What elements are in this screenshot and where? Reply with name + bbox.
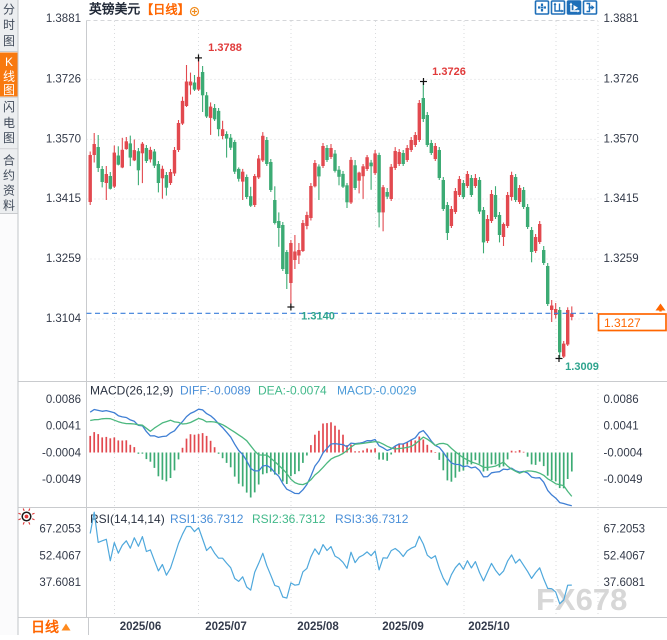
svg-text:-0.0004: -0.0004 [604, 447, 644, 459]
svg-text:资: 资 [3, 184, 15, 198]
svg-text:1.3881: 1.3881 [46, 13, 81, 25]
svg-text:0.0086: 0.0086 [604, 394, 639, 406]
svg-text:图: 图 [3, 131, 15, 145]
svg-text:1.3726: 1.3726 [604, 73, 639, 85]
svg-text:RSI3:36.7312: RSI3:36.7312 [335, 512, 409, 526]
svg-text:0.0041: 0.0041 [46, 421, 81, 433]
svg-text:分: 分 [3, 2, 15, 16]
svg-text:图: 图 [3, 34, 15, 48]
svg-text:1.3127: 1.3127 [604, 316, 641, 330]
svg-text:K: K [5, 55, 13, 69]
svg-text:-0.0049: -0.0049 [604, 474, 643, 486]
svg-text:图: 图 [3, 83, 15, 97]
svg-text:RSI2:36.7312: RSI2:36.7312 [252, 512, 326, 526]
svg-text:1.3009: 1.3009 [565, 361, 599, 373]
svg-text:67.2053: 67.2053 [604, 524, 646, 536]
svg-text:MACD:-0.0029: MACD:-0.0029 [337, 384, 417, 398]
svg-text:DEA:-0.0074: DEA:-0.0074 [258, 384, 327, 398]
svg-text:2025/06: 2025/06 [120, 621, 162, 633]
svg-text:2025/07: 2025/07 [205, 621, 247, 633]
svg-text:1.3881: 1.3881 [604, 13, 639, 25]
svg-text:1.3788: 1.3788 [208, 42, 242, 54]
svg-text:1.3415: 1.3415 [604, 193, 639, 205]
svg-text:2025/08: 2025/08 [297, 621, 339, 633]
svg-text:1.3259: 1.3259 [604, 253, 639, 265]
svg-text:料: 料 [3, 199, 15, 213]
svg-text:MACD(26,12,9): MACD(26,12,9) [90, 384, 173, 398]
svg-text:1.3726: 1.3726 [432, 66, 466, 78]
svg-text:2025/10: 2025/10 [468, 621, 510, 633]
svg-text:RSI(14,14,14): RSI(14,14,14) [90, 512, 165, 526]
svg-text:1.3415: 1.3415 [46, 193, 81, 205]
svg-text:37.6081: 37.6081 [39, 577, 81, 589]
svg-text:1.3570: 1.3570 [46, 133, 81, 145]
svg-text:52.4067: 52.4067 [604, 551, 646, 563]
svg-text:1.3140: 1.3140 [301, 311, 335, 323]
svg-text:电: 电 [3, 116, 15, 130]
svg-text:0.0041: 0.0041 [604, 421, 639, 433]
svg-text:日线: 日线 [31, 619, 59, 635]
svg-text:37.6081: 37.6081 [604, 577, 646, 589]
svg-text:1.3104: 1.3104 [46, 313, 82, 325]
svg-text:线: 线 [3, 69, 15, 83]
svg-text:英镑美元: 英镑美元 [88, 2, 140, 17]
svg-text:1.3259: 1.3259 [46, 253, 81, 265]
svg-text:约: 约 [3, 168, 15, 183]
svg-text:2025/09: 2025/09 [382, 621, 424, 633]
svg-text:67.2053: 67.2053 [39, 524, 81, 536]
svg-text:0.0086: 0.0086 [46, 394, 81, 406]
svg-text:-0.0049: -0.0049 [42, 474, 81, 486]
svg-text:闪: 闪 [3, 100, 15, 114]
svg-text:52.4067: 52.4067 [39, 551, 81, 563]
svg-text:1.3570: 1.3570 [604, 133, 639, 145]
svg-text:DIFF:-0.0089: DIFF:-0.0089 [180, 384, 251, 398]
svg-text:时: 时 [3, 18, 15, 32]
svg-text:RSI1:36.7312: RSI1:36.7312 [170, 512, 244, 526]
svg-text:FX678: FX678 [536, 582, 627, 617]
svg-text:-0.0004: -0.0004 [42, 447, 82, 459]
svg-text:1.3726: 1.3726 [46, 73, 81, 85]
svg-text:【日线】: 【日线】 [141, 2, 190, 17]
svg-text:合: 合 [3, 153, 15, 168]
